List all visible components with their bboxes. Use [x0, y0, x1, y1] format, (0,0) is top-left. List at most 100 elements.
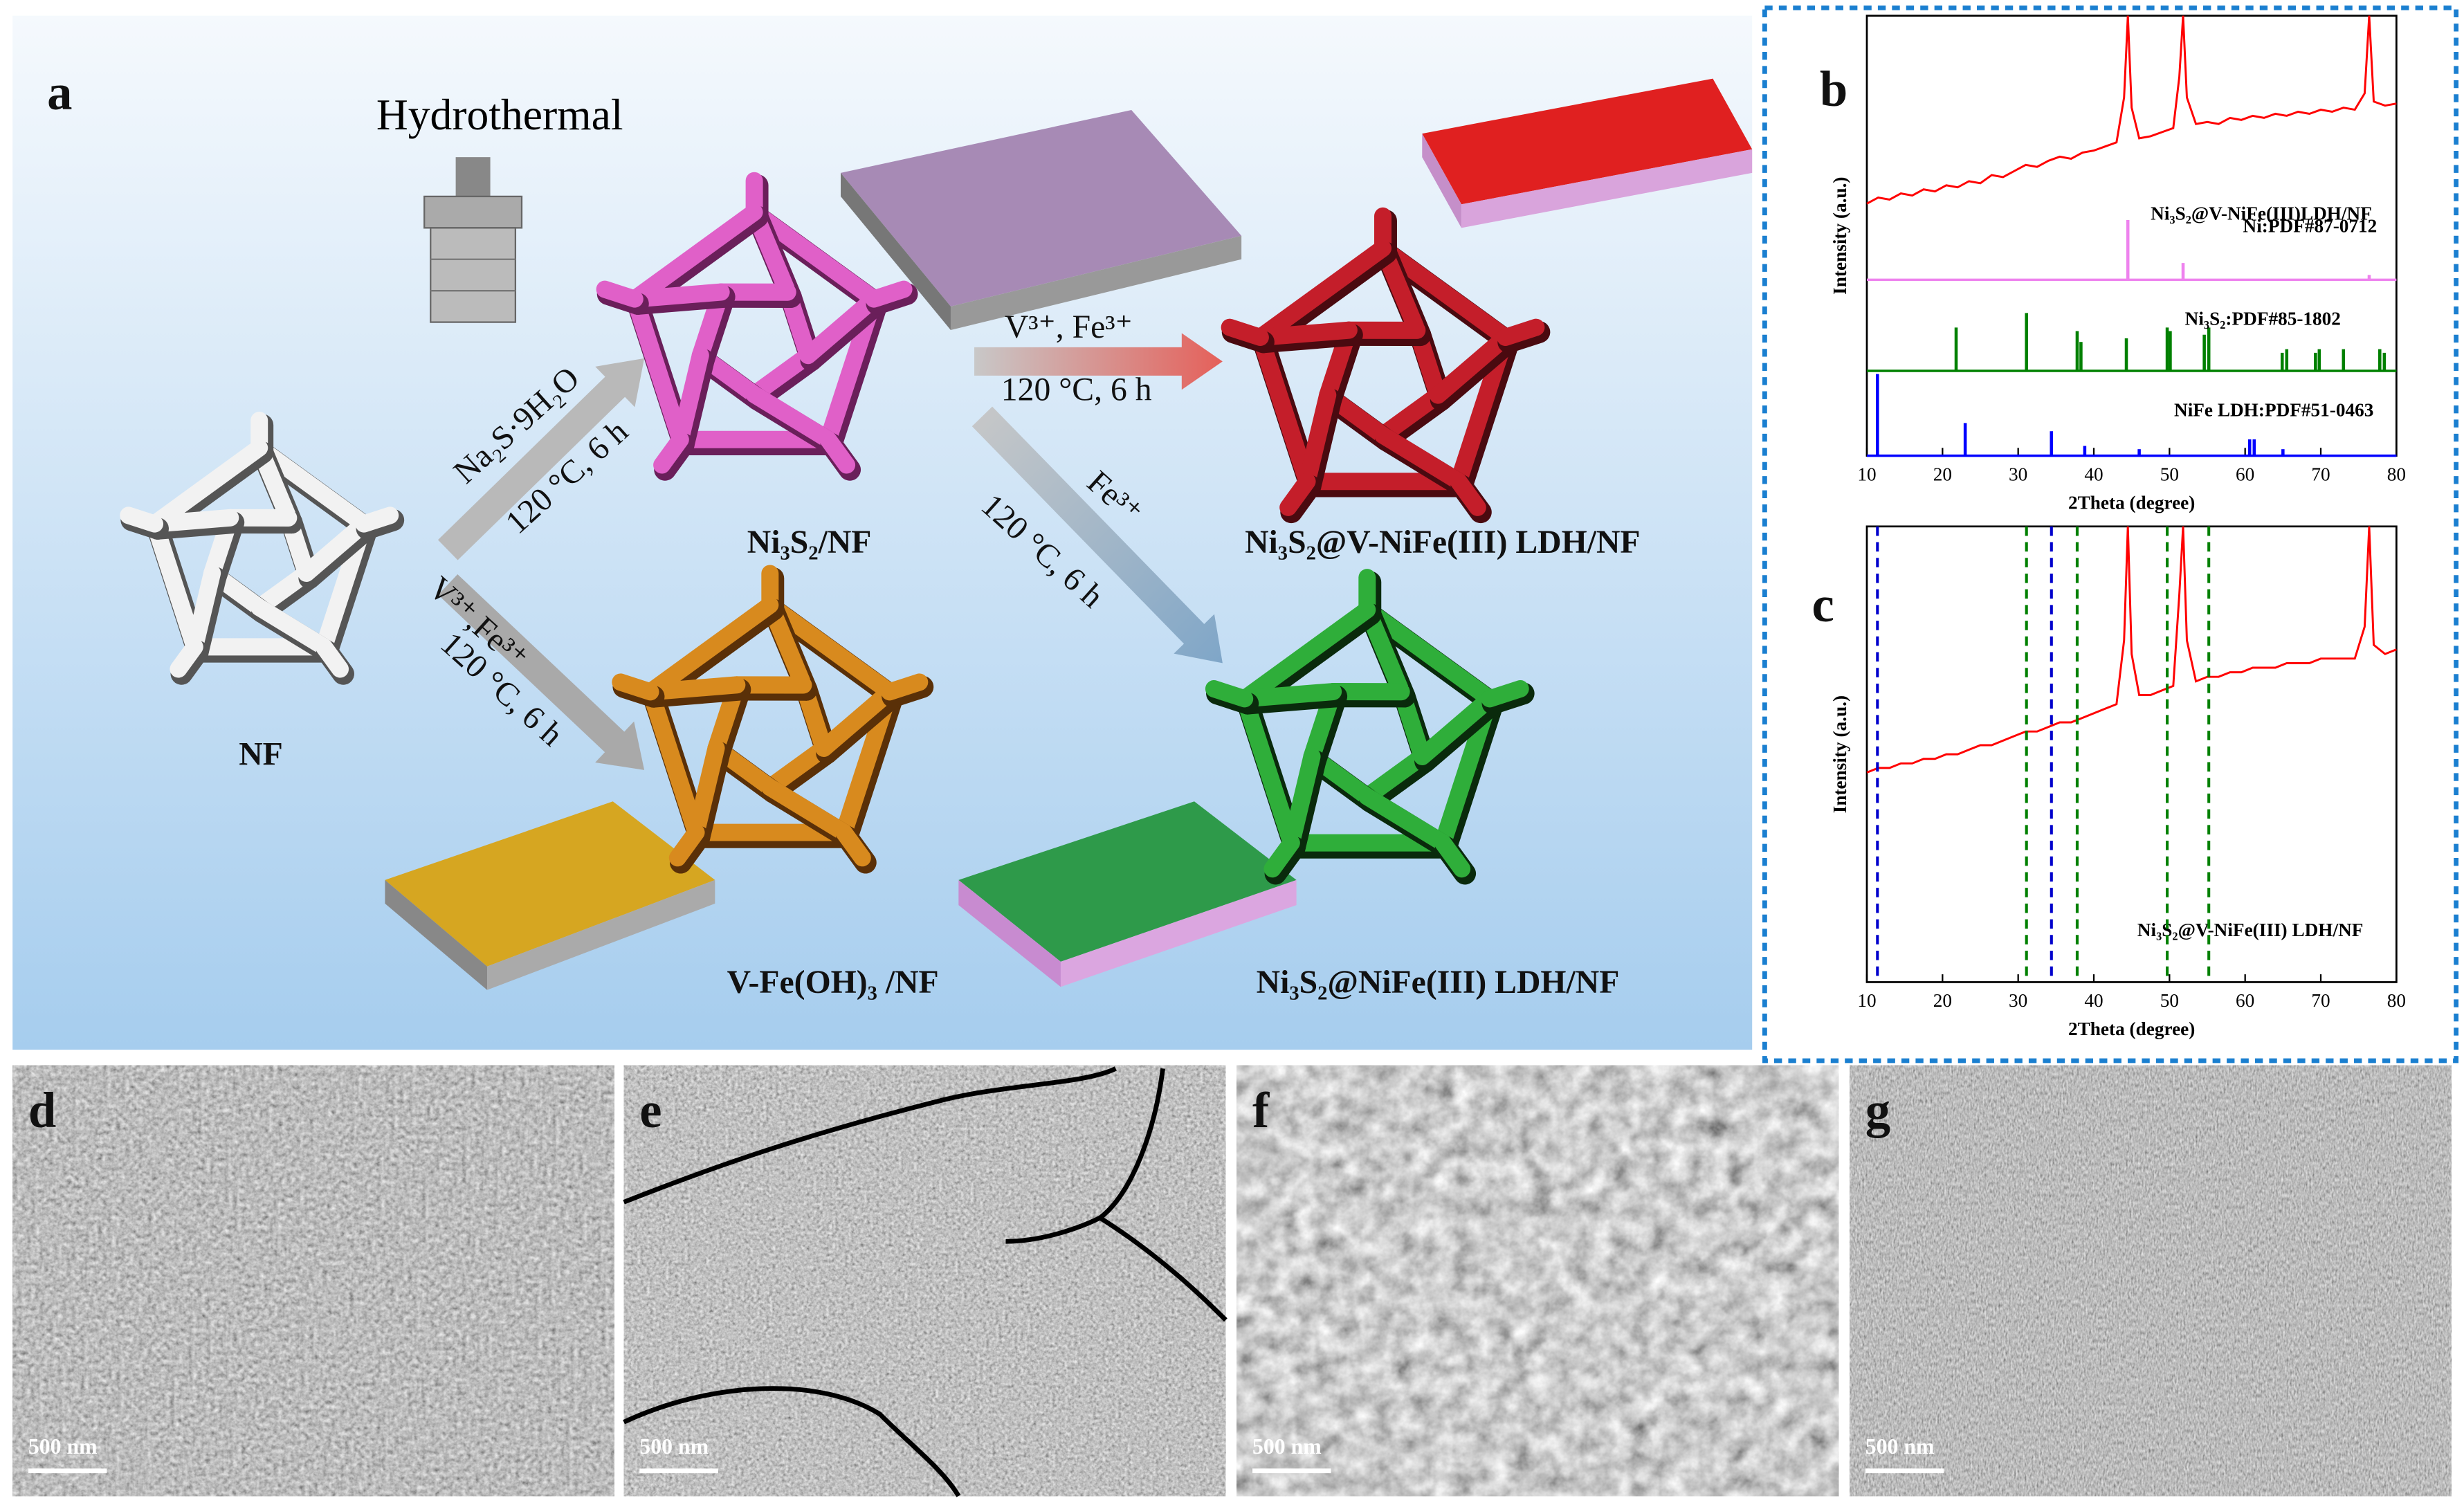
vessel-label: Hydrothermal: [376, 90, 623, 139]
foam-strut: [626, 290, 689, 448]
foam-strut: [668, 823, 705, 867]
product-label: Ni₃S₂@NiFe(III) LDH/NF: [1257, 965, 1620, 1001]
scale-bar-label: 500 nm: [639, 1434, 709, 1459]
scale-bar-label: 500 nm: [1252, 1434, 1322, 1459]
x-tick-label: 40: [2084, 464, 2103, 484]
sem-panel-label: f: [1252, 1082, 1270, 1138]
foam-strut: [170, 638, 203, 678]
x-tick-label: 70: [2311, 990, 2330, 1011]
x-tick-label: 60: [2236, 990, 2254, 1011]
reagent-label: V³⁺, Fe³⁺: [1005, 309, 1133, 345]
sem-group: d 500 nm e 500 nm f 500 nm g 500 nm: [12, 1065, 2452, 1497]
panel-label: c: [1812, 576, 1834, 632]
product-label: Ni₃S₂@V-NiFe(III) LDH/NF: [1245, 524, 1640, 560]
series-label: Ni:PDF#87-0712: [2243, 216, 2378, 237]
panel-label: b: [1820, 61, 1847, 117]
foam-strut: [1374, 426, 1468, 491]
foam-strut: [250, 599, 333, 656]
panel-label: a: [47, 64, 72, 120]
sem-image: [623, 1065, 1226, 1497]
foam-strut: [761, 739, 833, 796]
arrow: [971, 406, 1223, 664]
sem-panel-label: d: [28, 1082, 56, 1138]
series-label: Ni₃S₂@V-NiFe(III)LDH/NF: [2151, 203, 2372, 223]
foam-strut: [1358, 601, 1499, 708]
x-axis-title: 2Theta (degree): [2068, 1019, 2195, 1039]
substrate-purple-top: [841, 110, 1242, 330]
foam-strut: [1279, 473, 1316, 516]
y-axis-title: Intensity (a.u.): [1829, 177, 1850, 295]
foam-strut: [1374, 386, 1447, 444]
sem-image: [1850, 1065, 2452, 1497]
foam-strut: [1434, 834, 1471, 878]
x-tick-label: 50: [2160, 990, 2179, 1011]
foam-strut: [1429, 329, 1515, 404]
x-tick-label: 30: [2009, 990, 2027, 1011]
foam-strut: [1450, 473, 1486, 516]
foam-strut: [1236, 690, 1300, 852]
plot-frame: [1865, 525, 2398, 983]
foam-strut: [865, 280, 913, 308]
foam-strut: [653, 430, 689, 474]
foam-strut: [298, 515, 373, 582]
foam-strut: [596, 280, 644, 308]
product-label: NF: [239, 737, 283, 773]
x-tick-label: 80: [2387, 990, 2406, 1011]
foam-strut: [355, 506, 399, 533]
x-tick-label: 70: [2311, 464, 2330, 484]
foam-strut: [315, 638, 349, 678]
sem-crack: [623, 1066, 1117, 1205]
foam-strut: [641, 676, 746, 701]
foam-group: [120, 172, 1551, 885]
x-tick-label: 10: [1857, 464, 1876, 484]
xrd-frame: [1762, 5, 2459, 1063]
foam-strut: [745, 347, 817, 403]
foam-strut: [146, 509, 239, 533]
product-label: V-Fe(OH)₃ /NF: [727, 965, 939, 1001]
foam: [596, 172, 918, 481]
foam-strut: [671, 346, 709, 448]
foam-strut: [819, 430, 856, 474]
foam-strut: [1374, 239, 1515, 347]
y-axis-title: Intensity (a.u.): [1829, 695, 1850, 813]
foam: [1205, 569, 1535, 885]
foam-strut: [641, 596, 779, 701]
sem-image: [12, 1065, 614, 1497]
x-tick-label: 80: [2387, 464, 2406, 484]
foam-strut: [1236, 601, 1376, 708]
foam: [120, 412, 405, 685]
scale-bar-label: 500 nm: [28, 1434, 98, 1459]
foam-strut: [626, 203, 763, 308]
xrd-pattern: [1866, 526, 2397, 774]
foam-strut: [835, 823, 871, 867]
foam-strut: [250, 564, 316, 616]
foam-strut: [1251, 321, 1358, 347]
foam-strut: [641, 683, 705, 841]
x-tick-label: 10: [1857, 990, 1876, 1011]
autoclave-icon: [423, 157, 523, 323]
product-label: Ni₃S₂/NF: [747, 524, 872, 560]
foam-strut: [881, 673, 929, 701]
foam-strut: [1298, 386, 1337, 491]
foam-strut: [612, 673, 659, 701]
sem-panel-label: e: [639, 1082, 661, 1138]
foam: [1221, 207, 1551, 524]
foam-strut: [1205, 680, 1254, 708]
foam-strut: [815, 683, 899, 757]
x-tick-label: 40: [2084, 990, 2103, 1011]
foam-strut: [745, 385, 837, 448]
foam-strut: [1236, 683, 1342, 708]
substrate-red-top: [1422, 78, 1753, 228]
x-tick-label: 60: [2236, 464, 2254, 484]
foam-strut: [626, 283, 730, 308]
series-label: NiFe LDH:PDF#51-0463: [2174, 399, 2373, 420]
substrate-yellow: [385, 801, 715, 990]
foam-strut: [1481, 680, 1529, 708]
foam-strut: [185, 564, 221, 656]
foam-strut: [146, 439, 268, 533]
foam-strut: [799, 290, 883, 365]
xrd-pattern: [1866, 15, 2397, 205]
foam-strut: [687, 739, 725, 841]
sem-crack: [623, 1386, 961, 1497]
